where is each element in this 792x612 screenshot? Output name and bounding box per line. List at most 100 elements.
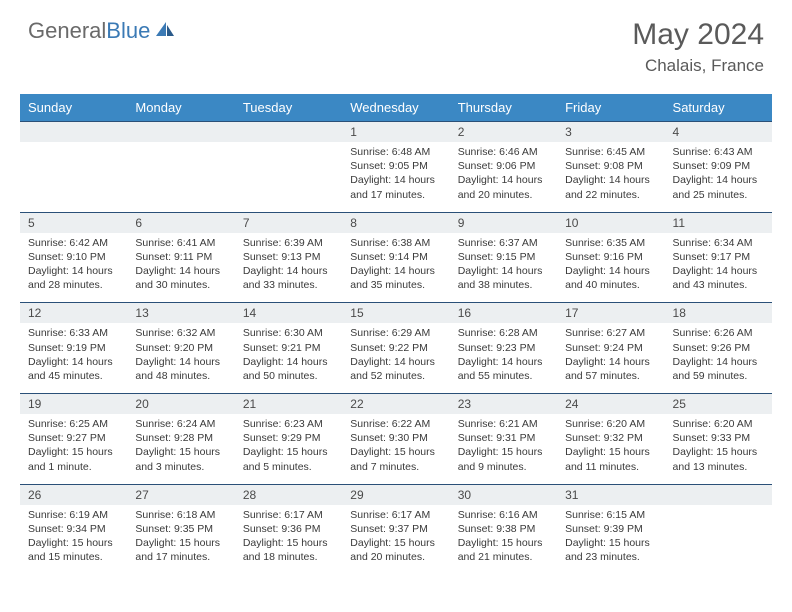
day-number-cell: 21 [235,394,342,415]
day-content-cell: Sunrise: 6:23 AMSunset: 9:29 PMDaylight:… [235,414,342,484]
daylight-text: Daylight: 15 hours and 18 minutes. [243,536,334,564]
sunrise-text: Sunrise: 6:18 AM [135,508,226,522]
daylight-text: Daylight: 14 hours and 17 minutes. [350,173,441,201]
sunset-text: Sunset: 9:21 PM [243,341,334,355]
sunrise-text: Sunrise: 6:27 AM [565,326,656,340]
day-number: 24 [557,394,664,414]
sunset-text: Sunset: 9:24 PM [565,341,656,355]
sunrise-text: Sunrise: 6:16 AM [458,508,549,522]
day-number-cell: 19 [20,394,127,415]
day-number: 5 [20,213,127,233]
sunset-text: Sunset: 9:19 PM [28,341,119,355]
day-content-cell: Sunrise: 6:38 AMSunset: 9:14 PMDaylight:… [342,233,449,303]
day-number-cell: 7 [235,212,342,233]
day-number-cell: 22 [342,394,449,415]
day-content-cell: Sunrise: 6:45 AMSunset: 9:08 PMDaylight:… [557,142,664,212]
day-number: 1 [342,122,449,142]
day-content-cell: Sunrise: 6:37 AMSunset: 9:15 PMDaylight:… [450,233,557,303]
day-number: 28 [235,485,342,505]
day-number: 7 [235,213,342,233]
sunrise-text: Sunrise: 6:23 AM [243,417,334,431]
day-content-cell: Sunrise: 6:30 AMSunset: 9:21 PMDaylight:… [235,323,342,393]
sunset-text: Sunset: 9:20 PM [135,341,226,355]
day-content-cell: Sunrise: 6:20 AMSunset: 9:33 PMDaylight:… [665,414,772,484]
day-content-cell [127,142,234,212]
sunrise-text: Sunrise: 6:45 AM [565,145,656,159]
day-header: Tuesday [235,94,342,122]
daylight-text: Daylight: 14 hours and 48 minutes. [135,355,226,383]
day-number: 22 [342,394,449,414]
title-block: May 2024 Chalais, France [632,18,764,76]
daylight-text: Daylight: 14 hours and 25 minutes. [673,173,764,201]
day-number: 21 [235,394,342,414]
day-content-cell: Sunrise: 6:42 AMSunset: 9:10 PMDaylight:… [20,233,127,303]
day-content-cell [235,142,342,212]
sunrise-text: Sunrise: 6:28 AM [458,326,549,340]
sunrise-text: Sunrise: 6:33 AM [28,326,119,340]
sunrise-text: Sunrise: 6:29 AM [350,326,441,340]
day-number-cell: 27 [127,484,234,505]
daylight-text: Daylight: 14 hours and 30 minutes. [135,264,226,292]
sunset-text: Sunset: 9:11 PM [135,250,226,264]
day-content-cell: Sunrise: 6:39 AMSunset: 9:13 PMDaylight:… [235,233,342,303]
sunset-text: Sunset: 9:15 PM [458,250,549,264]
day-content-cell: Sunrise: 6:19 AMSunset: 9:34 PMDaylight:… [20,505,127,575]
day-header: Sunday [20,94,127,122]
day-number: 6 [127,213,234,233]
week-number-row: 1234 [20,122,772,143]
day-number-cell: 31 [557,484,664,505]
sunset-text: Sunset: 9:09 PM [673,159,764,173]
week-number-row: 262728293031 [20,484,772,505]
sunset-text: Sunset: 9:08 PM [565,159,656,173]
daylight-text: Daylight: 14 hours and 22 minutes. [565,173,656,201]
sunrise-text: Sunrise: 6:48 AM [350,145,441,159]
day-header: Monday [127,94,234,122]
day-content-cell: Sunrise: 6:46 AMSunset: 9:06 PMDaylight:… [450,142,557,212]
day-number: 25 [665,394,772,414]
day-number-cell: 28 [235,484,342,505]
daylight-text: Daylight: 14 hours and 43 minutes. [673,264,764,292]
day-number: 9 [450,213,557,233]
day-content-cell: Sunrise: 6:33 AMSunset: 9:19 PMDaylight:… [20,323,127,393]
daylight-text: Daylight: 14 hours and 59 minutes. [673,355,764,383]
daylight-text: Daylight: 15 hours and 20 minutes. [350,536,441,564]
day-number-cell: 10 [557,212,664,233]
sunset-text: Sunset: 9:28 PM [135,431,226,445]
day-content-cell: Sunrise: 6:17 AMSunset: 9:36 PMDaylight:… [235,505,342,575]
daylight-text: Daylight: 15 hours and 13 minutes. [673,445,764,473]
day-number: 8 [342,213,449,233]
sunset-text: Sunset: 9:35 PM [135,522,226,536]
sunset-text: Sunset: 9:13 PM [243,250,334,264]
day-number-cell: 4 [665,122,772,143]
day-content-cell: Sunrise: 6:26 AMSunset: 9:26 PMDaylight:… [665,323,772,393]
sunset-text: Sunset: 9:17 PM [673,250,764,264]
sunset-text: Sunset: 9:14 PM [350,250,441,264]
sunset-text: Sunset: 9:33 PM [673,431,764,445]
daylight-text: Daylight: 15 hours and 5 minutes. [243,445,334,473]
day-number-cell: 5 [20,212,127,233]
sunrise-text: Sunrise: 6:43 AM [673,145,764,159]
day-content-cell: Sunrise: 6:22 AMSunset: 9:30 PMDaylight:… [342,414,449,484]
sunset-text: Sunset: 9:29 PM [243,431,334,445]
sunset-text: Sunset: 9:30 PM [350,431,441,445]
day-content-cell: Sunrise: 6:20 AMSunset: 9:32 PMDaylight:… [557,414,664,484]
daylight-text: Daylight: 15 hours and 11 minutes. [565,445,656,473]
day-number-cell: 16 [450,303,557,324]
location: Chalais, France [632,56,764,76]
day-content-cell [20,142,127,212]
day-number-cell: 13 [127,303,234,324]
day-number: 12 [20,303,127,323]
sunrise-text: Sunrise: 6:17 AM [243,508,334,522]
sunrise-text: Sunrise: 6:35 AM [565,236,656,250]
day-number: 4 [665,122,772,142]
sunrise-text: Sunrise: 6:22 AM [350,417,441,431]
logo-part1: General [28,18,106,43]
day-number-cell [20,122,127,143]
sunset-text: Sunset: 9:37 PM [350,522,441,536]
day-number-cell: 18 [665,303,772,324]
day-number-cell: 17 [557,303,664,324]
day-number: 20 [127,394,234,414]
day-header: Friday [557,94,664,122]
day-number-cell: 9 [450,212,557,233]
sunrise-text: Sunrise: 6:41 AM [135,236,226,250]
